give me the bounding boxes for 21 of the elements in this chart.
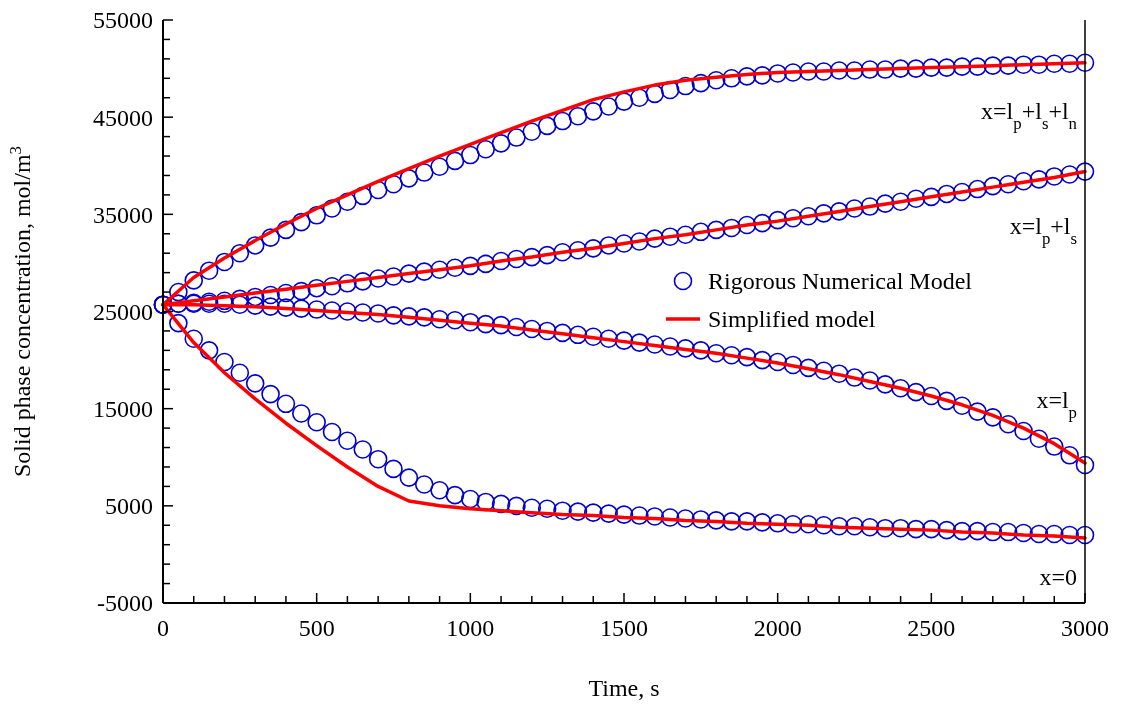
x-tick-label: 0 [157,615,169,641]
x-tick-label: 3000 [1061,615,1109,641]
x-tick-label: 500 [298,615,335,641]
y-tick-label: 5000 [105,493,153,520]
x-tick-label: 1000 [446,615,495,641]
annotation: x=l$_{p}$+l$_{s}$ [1009,212,1077,248]
x-tick-label: 2000 [753,615,802,641]
y-tick-label: 25000 [93,298,153,325]
annotation: x=l$_{p}$+l$_{s}$+l$_{n}$ [981,98,1078,133]
legend-label: Simplified model [708,306,876,333]
legend-label: Rigorous Numerical Model [708,268,973,295]
y-tick-label: 55000 [93,7,153,34]
y-tick-label: 35000 [93,201,153,228]
x-tick-label: 1500 [600,615,648,641]
x-tick-label: 2500 [907,615,956,641]
y-tick-label: 45000 [93,104,153,131]
annotation: x=0 [1039,564,1077,591]
annotation: x=l$_{p}$ [1036,387,1077,422]
y-tick-label: 15000 [93,396,153,423]
x-axis-title: Time, s [588,675,660,701]
y-tick-label: -5000 [97,590,153,617]
